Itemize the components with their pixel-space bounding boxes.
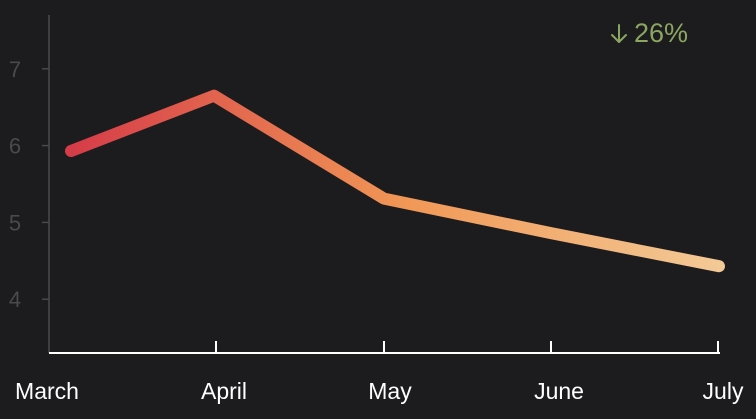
series-line [65,89,725,273]
x-tick-label: July [703,378,744,404]
series-group [65,89,725,273]
y-tick-label: 5 [9,210,21,235]
x-axis: March April May June July [15,341,744,404]
x-tick-label: March [15,378,79,404]
arrow-down-icon [610,23,628,45]
change-badge: 26% [610,18,688,49]
x-tick-label: April [201,378,247,404]
y-axis: 4 5 6 7 [9,15,50,353]
x-tick-label: June [534,378,584,404]
change-value: 26% [633,18,688,48]
y-tick-label: 4 [9,287,21,312]
y-tick-label: 7 [9,57,21,82]
x-tick-label: May [368,378,412,404]
y-tick-label: 6 [9,134,21,159]
